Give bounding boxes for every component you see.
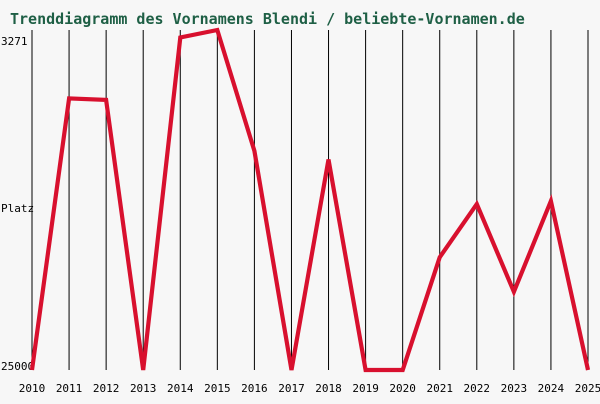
y-axis-bottom-label: 25000 [1,360,34,373]
y-axis-label: Platz [1,202,34,215]
x-tick-label: 2016 [241,382,268,395]
x-tick-label: 2018 [315,382,342,395]
y-axis-top-label: 3271 [1,35,28,48]
x-tick-label: 2022 [464,382,491,395]
x-tick-label: 2012 [93,382,120,395]
x-tick-label: 2011 [56,382,83,395]
x-tick-label: 2017 [278,382,305,395]
chart-title: Trenddiagramm des Vornamens Blendi / bel… [10,10,525,28]
x-tick-label: 2014 [167,382,194,395]
x-tick-label: 2024 [538,382,565,395]
x-tick-label: 2021 [426,382,453,395]
x-tick-label: 2023 [501,382,528,395]
x-tick-label: 2010 [19,382,46,395]
x-tick-label: 2020 [389,382,416,395]
x-tick-label: 2015 [204,382,231,395]
x-tick-label: 2025 [575,382,600,395]
x-tick-label: 2019 [352,382,379,395]
x-tick-label: 2013 [130,382,157,395]
